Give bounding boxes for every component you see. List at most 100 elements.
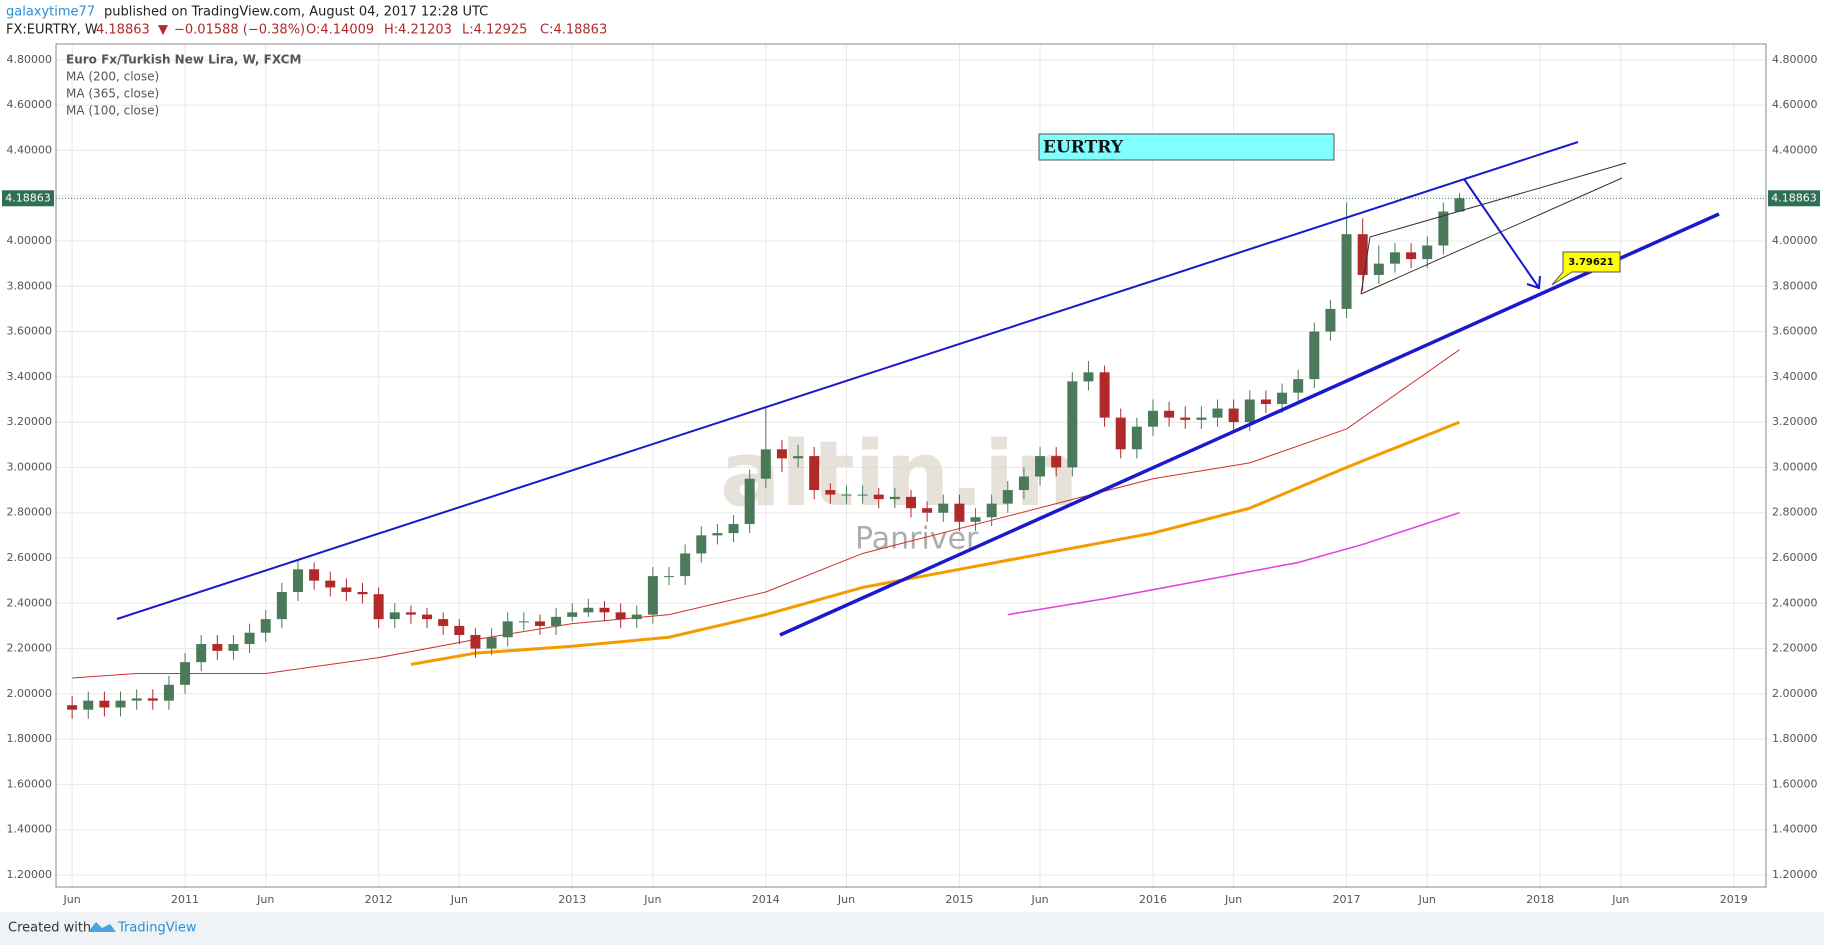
candle-body [647, 576, 658, 615]
candle-body [1454, 198, 1465, 212]
change: −0.01588 (−0.38%) [174, 23, 305, 38]
candle-body [99, 700, 110, 708]
candle-body [1260, 399, 1271, 405]
callout [1551, 251, 1621, 286]
candle-body [518, 621, 529, 623]
candle-body [196, 644, 207, 663]
candle-body [502, 621, 513, 638]
y-tick-label: 1.40000 [1772, 823, 1818, 836]
price: 4.18863 [96, 23, 150, 38]
y-tick-label: 2.20000 [7, 642, 53, 655]
x-tick-label: 2012 [365, 893, 393, 906]
footer-brand[interactable]: TradingView [117, 921, 197, 936]
candle-body [1389, 252, 1400, 264]
legend: Euro Fx/Turkish New Lira, W, FXCM MA (200… [66, 53, 301, 118]
x-tick-label: 2018 [1526, 893, 1554, 906]
last-price-label: 4.18863 [1771, 191, 1817, 204]
candle-body [228, 644, 239, 651]
y-tick-label: 3.40000 [1772, 370, 1818, 383]
x-tick-label: Jun [1611, 893, 1629, 906]
y-tick-label: 4.80000 [1772, 53, 1818, 66]
candle-body [1422, 245, 1433, 260]
y-tick-label: 3.80000 [7, 279, 53, 292]
candle-body [83, 700, 94, 710]
candle-body [422, 614, 433, 620]
candle-body [454, 625, 465, 635]
y-tick-label: 3.60000 [1772, 325, 1818, 338]
y-tick-label: 1.60000 [7, 777, 53, 790]
candle-body [551, 616, 562, 626]
candle-body [1051, 456, 1062, 468]
channel-line [1360, 177, 1623, 295]
candle-body [922, 508, 933, 513]
x-tick-label: Jun [1030, 893, 1048, 906]
candle-body [841, 494, 852, 496]
x-tick-label: Jun [256, 893, 274, 906]
candle-body [534, 621, 545, 626]
candle-body [954, 503, 965, 522]
ohlc-low: L:4.12925 [462, 23, 527, 38]
y-tick-label: 4.40000 [7, 143, 53, 156]
candle-body [1406, 252, 1417, 260]
x-tick-label: Jun [837, 893, 855, 906]
x-tick-label: Jun [643, 893, 661, 906]
candle-body [309, 569, 320, 581]
candle-body [405, 612, 416, 615]
candle-body [1099, 372, 1110, 418]
ohlc-open: O:4.14009 [306, 23, 374, 38]
y-tick-label: 3.80000 [1772, 279, 1818, 292]
candle-body [373, 594, 384, 620]
x-tick-label: 2016 [1139, 893, 1167, 906]
candle-body [1002, 490, 1013, 504]
candle-body [728, 524, 739, 534]
candle-body [825, 490, 836, 495]
candle-body [260, 619, 271, 633]
y-tick-label: 4.00000 [1772, 234, 1818, 247]
candle-body [1196, 417, 1207, 420]
candle-body [292, 569, 303, 592]
candle-body [276, 591, 287, 620]
trend-line [116, 141, 1579, 620]
x-tick-label: Jun [1224, 893, 1242, 906]
y-tick-label: 4.60000 [1772, 98, 1818, 111]
y-tick-label: 2.00000 [1772, 687, 1818, 700]
y-tick-label: 2.20000 [1772, 642, 1818, 655]
candle-body [244, 632, 255, 645]
y-tick-label: 2.40000 [1772, 596, 1818, 609]
annotation-box [1038, 133, 1335, 161]
published: published on TradingView.com, August 04,… [104, 5, 488, 20]
author[interactable]: galaxytime77 [6, 5, 95, 20]
symbol: FX:EURTRY, W [6, 23, 98, 38]
x-tick-label: 2013 [558, 893, 586, 906]
candle-body [1438, 211, 1449, 246]
legend-entry: MA (365, close) [66, 87, 159, 101]
candle-body [131, 698, 142, 701]
last-price-tag [1768, 190, 1820, 207]
y-tick-label: 1.20000 [7, 868, 53, 881]
candle-body [67, 705, 78, 710]
x-tick-label: 2015 [945, 893, 973, 906]
candle-body [115, 700, 126, 708]
candle-body [873, 494, 884, 500]
y-tick-label: 4.80000 [7, 53, 53, 66]
x-tick-label: 2011 [171, 893, 199, 906]
candle-body [583, 607, 594, 613]
footer-created: Created with [8, 921, 91, 936]
candle-body [1309, 331, 1320, 380]
candle-body [1147, 410, 1158, 427]
candle-body [809, 456, 820, 491]
y-tick-label: 2.60000 [1772, 551, 1818, 564]
y-tick-label: 2.40000 [7, 596, 53, 609]
x-tick-label: 2019 [1720, 893, 1748, 906]
x-tick-label: 2017 [1333, 893, 1361, 906]
y-tick-label: 2.80000 [7, 506, 53, 519]
x-tick-label: Jun [1418, 893, 1436, 906]
arrow-head [1526, 275, 1541, 290]
y-tick-label: 3.60000 [7, 325, 53, 338]
candle-body [180, 662, 191, 685]
channel-line [1360, 236, 1371, 295]
candle-body [906, 496, 916, 509]
candle-body [1357, 234, 1368, 275]
